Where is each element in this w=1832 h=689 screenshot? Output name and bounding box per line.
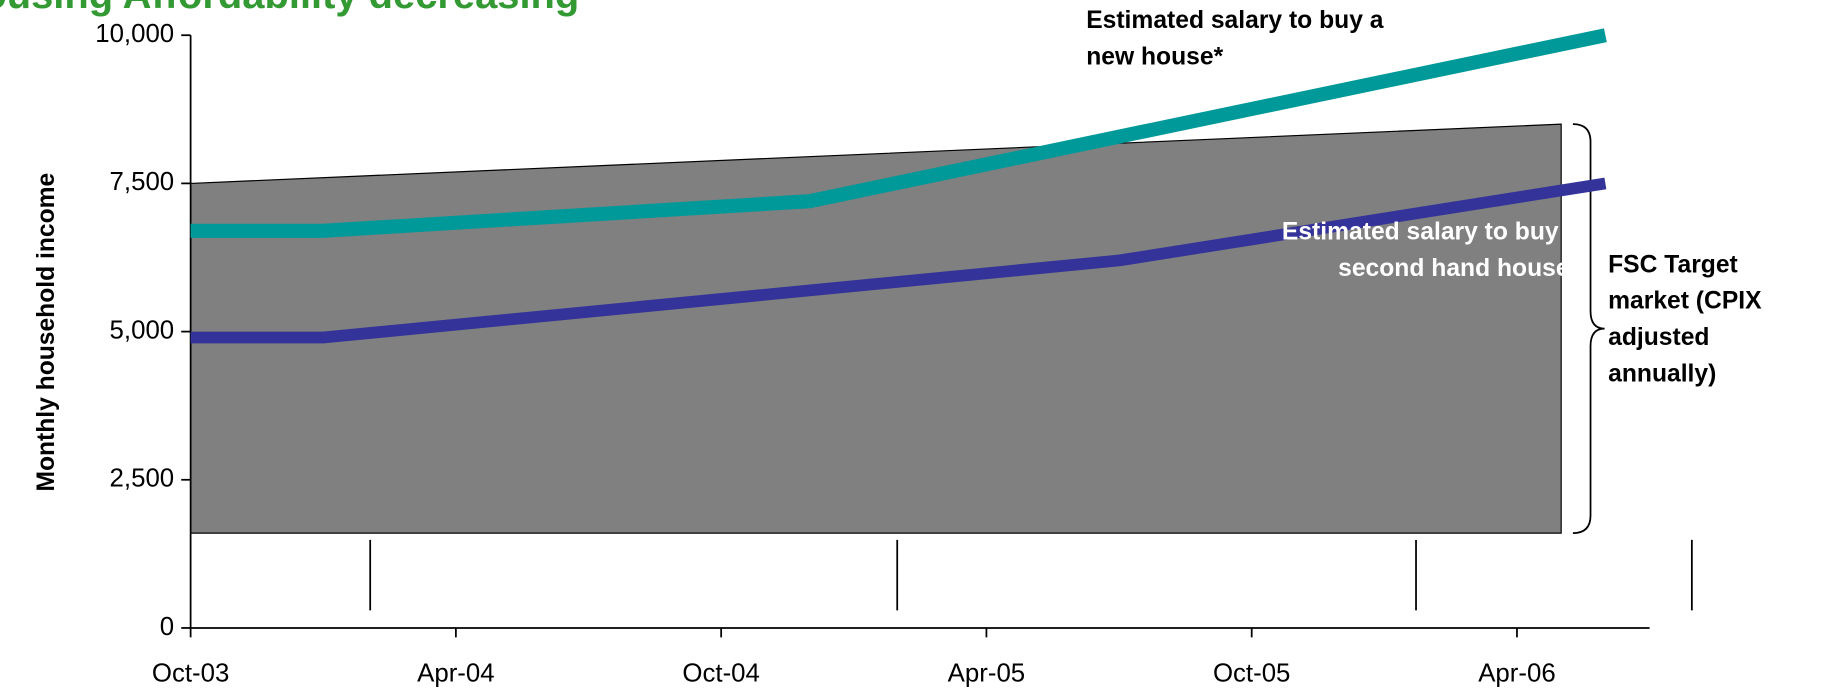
series-label-box: Estimated salary to buy a second hand ho… [1281,218,1580,282]
band-label: FSC Target market (CPIX adjusted annuall… [1608,251,1762,388]
x-tick-label: Oct-03 [152,660,229,688]
series-label: Estimated salary to buy a new house* [1086,7,1384,71]
band-label-box: FSC Target market (CPIX adjusted annuall… [1608,251,1762,388]
y-tick-label: 10,000 [95,20,174,48]
y-tick-label: 7,500 [110,168,175,196]
x-tick-label: Apr-04 [417,660,494,688]
decor-lines [369,539,1693,611]
series-label: Estimated salary to buy a second hand ho… [1281,218,1580,282]
series-label-box: Estimated salary to buy a new house* [1086,7,1384,71]
y-tick-label: 0 [160,613,174,641]
x-tick-label: Apr-06 [1478,660,1555,688]
series-line [190,28,1607,238]
x-tick-label: Oct-05 [1213,660,1290,688]
series-line [190,177,1607,344]
chart-title: Housing Affordability decreasing [0,0,579,17]
y-tick-label: 5,000 [110,316,175,344]
y-tick-label: 2,500 [110,465,175,493]
y-axis-label: Monthly household income [33,173,60,492]
x-tick-label: Oct-04 [682,660,759,688]
x-tick-label: Apr-05 [948,660,1025,688]
